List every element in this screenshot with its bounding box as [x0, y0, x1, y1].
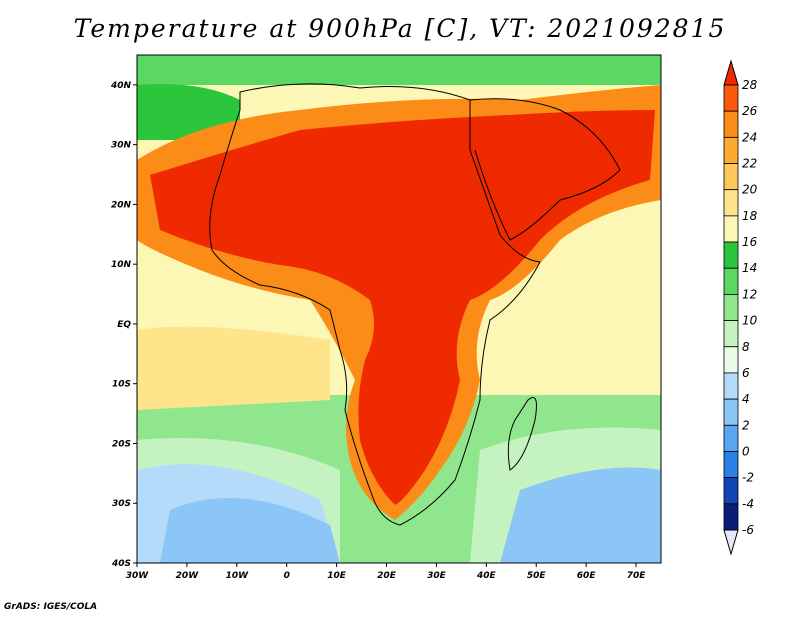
colorbar-segment-14	[723, 424, 739, 452]
colorbar-label-17: -6	[742, 523, 754, 537]
colorbar-segment-1	[723, 84, 739, 112]
lon-tick-label-0: 30W	[126, 571, 150, 581]
colorbar-label-2: 24	[742, 130, 757, 144]
lon-tick-label-2: 10W	[226, 571, 250, 581]
lon-tick-label-8: 50E	[527, 571, 547, 581]
lat-tick-label-3: 10N	[111, 260, 132, 270]
field-north-green	[137, 55, 661, 85]
map-title: Temperature at 900hPa [C], VT: 202109281…	[73, 14, 727, 43]
field-south-blue2	[160, 498, 340, 563]
colorbar-segment-9	[723, 294, 739, 321]
grads-credit: GrADS: IGES/COLA	[4, 602, 98, 612]
colorbar-label-15: -2	[742, 471, 754, 485]
lon-tick-label-7: 40E	[476, 571, 497, 581]
colorbar-label-0: 28	[742, 78, 758, 92]
colorbar-label-4: 20	[742, 183, 758, 197]
field-atl-yellow	[137, 326, 330, 410]
lat-tick-label-4: EQ	[117, 320, 131, 330]
colorbar-segment-7	[723, 241, 739, 269]
colorbar-segment-11	[723, 346, 739, 374]
longitude-ticks: 30W 20W 10W 0 10E 20E 30E 40E 50E 60E 70E	[126, 563, 646, 581]
colorbar-segment-6	[723, 215, 739, 243]
lon-tick-label-4: 10E	[327, 571, 347, 581]
colorbar-segment-5	[723, 189, 739, 217]
colorbar-segment-10	[723, 320, 739, 348]
latitude-ticks: 40N 30N 20N 10N EQ 10S 20S 30S 40S	[110, 81, 137, 569]
colorbar-segment-8	[723, 267, 739, 295]
colorbar-segment-17	[723, 503, 739, 531]
lat-tick-label-5: 10S	[112, 380, 131, 390]
arabia-coastline	[469, 98, 621, 241]
lon-tick-label-10: 70E	[627, 571, 647, 581]
field-se-blue	[500, 467, 661, 563]
colorbar-label-11: 6	[742, 366, 750, 380]
colorbar-label-7: 14	[742, 261, 757, 275]
lat-tick-label-7: 30S	[112, 499, 131, 509]
colorbar-bottom-arrow	[723, 529, 739, 556]
colorbar-label-6: 16	[742, 235, 758, 249]
lat-tick-label-8: 40S	[111, 559, 131, 569]
colorbar-label-13: 2	[742, 418, 750, 432]
lat-tick-label-6: 20S	[112, 439, 131, 449]
colorbar-label-8: 12	[742, 287, 757, 301]
colorbar-top-arrow	[723, 59, 739, 86]
colorbar-label-9: 10	[742, 314, 758, 328]
colorbar-label-16: -4	[742, 497, 754, 511]
field-north-atl	[137, 84, 240, 140]
colorbar-segment-13	[723, 398, 739, 426]
colorbar-segment-4	[723, 163, 739, 191]
lon-tick-label-9: 60E	[577, 571, 597, 581]
plot-frame	[136, 54, 662, 564]
colorbar-segment-16	[723, 477, 739, 505]
colorbar-label-3: 22	[742, 157, 757, 171]
colorbar-label-10: 8	[742, 340, 750, 354]
colorbar-label-1: 26	[742, 104, 758, 118]
lat-tick-label-1: 30N	[111, 141, 132, 151]
field-hot-red	[150, 110, 655, 505]
madagascar-coastline	[507, 397, 537, 471]
colorbar-segment-3	[723, 136, 739, 164]
colorbar-segment-2	[723, 110, 739, 138]
lon-tick-label-6: 30E	[427, 571, 447, 581]
temperature-field	[137, 55, 661, 563]
lat-tick-label-0: 40N	[110, 81, 132, 91]
lon-tick-label-1: 20W	[176, 571, 200, 581]
lon-tick-label-3: 0	[284, 571, 290, 581]
colorbar-label-14: 0	[742, 444, 750, 458]
lat-tick-label-2: 20N	[111, 200, 132, 210]
colorbar-label-12: 4	[742, 392, 750, 406]
colorbar-segment-12	[723, 372, 739, 400]
colorbar-label-5: 18	[742, 209, 758, 223]
colorbar-segment-15	[723, 451, 739, 479]
lon-tick-label-5: 20E	[377, 571, 397, 581]
